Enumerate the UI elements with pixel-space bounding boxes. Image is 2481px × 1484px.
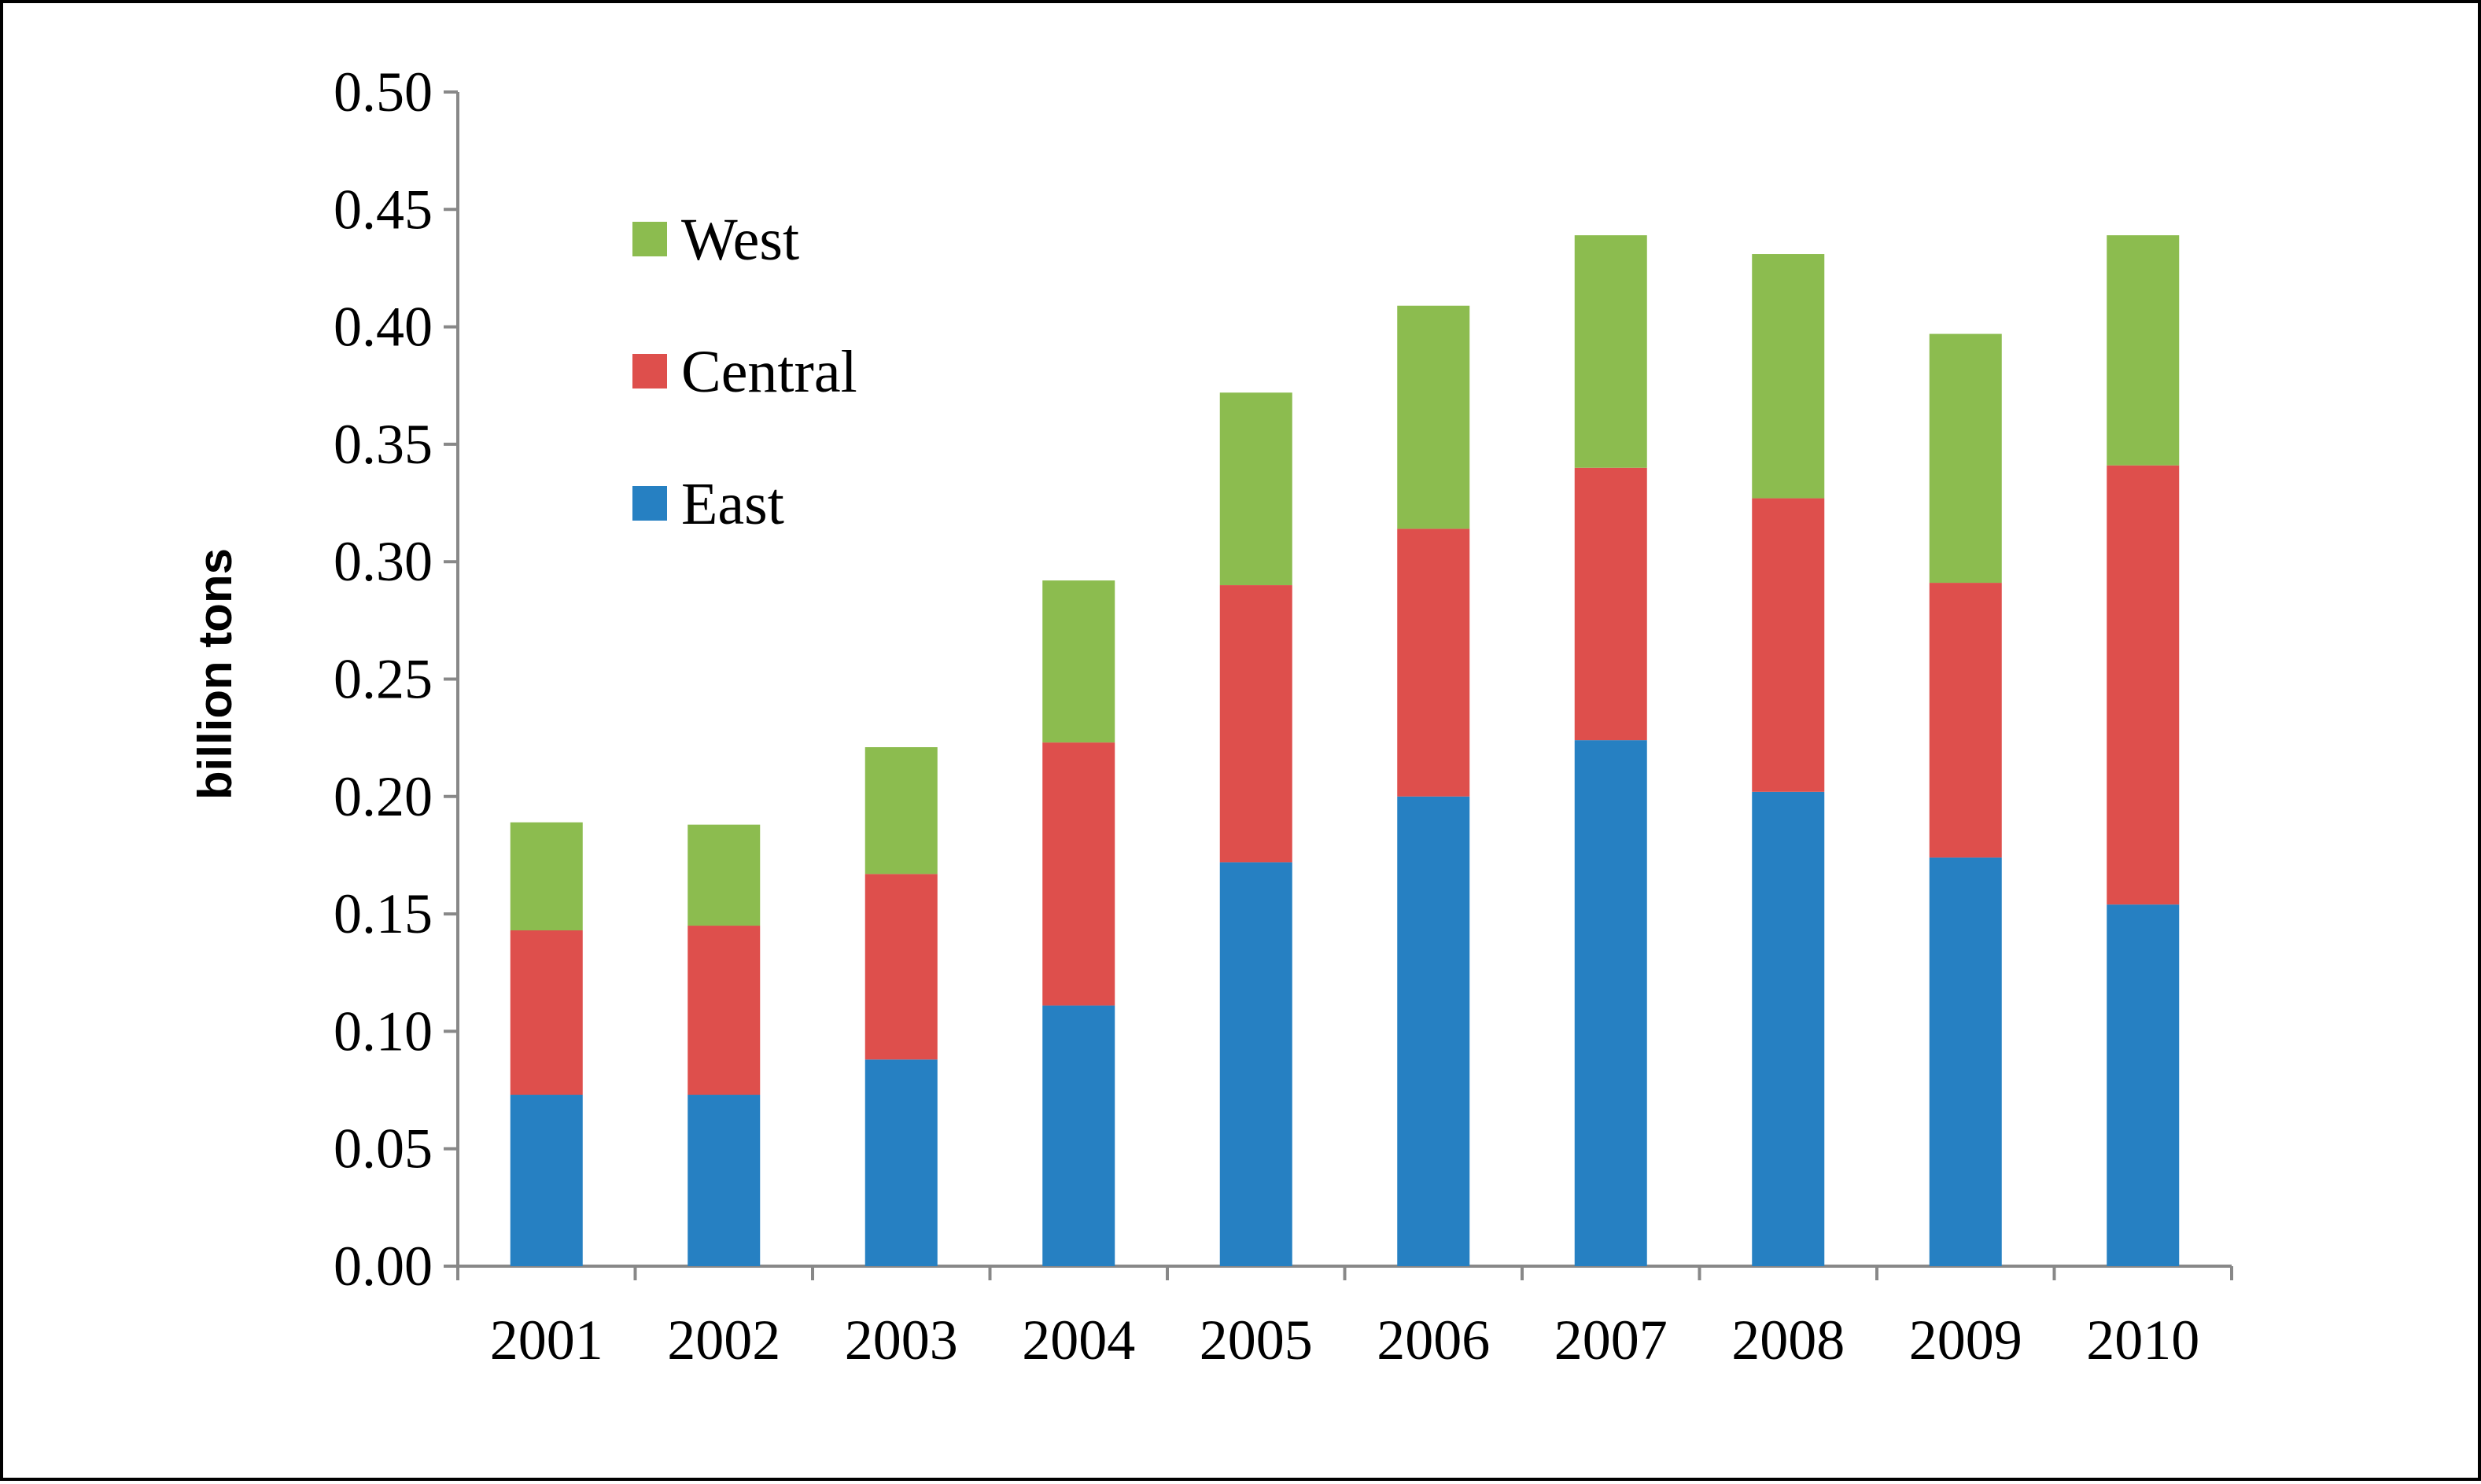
tick-labels: 0.00 0.05 0.10 0.15 0.20 0.25 0.30 0.35 0.40 0.45… bbox=[334, 61, 2199, 1372]
x-tick-label: 2003 bbox=[845, 1309, 958, 1372]
bar-west-2007 bbox=[1574, 235, 1647, 468]
x-tick-label: 2010 bbox=[2086, 1309, 2199, 1372]
y-tick-label: 0.00 bbox=[334, 1235, 433, 1298]
bar-east-2007 bbox=[1574, 740, 1647, 1266]
bar-central-2001 bbox=[510, 930, 583, 1096]
legend-label-west: West bbox=[681, 207, 799, 273]
y-tick-label: 0.45 bbox=[334, 178, 433, 241]
legend-swatch-west bbox=[632, 222, 667, 256]
y-tick-label: 0.10 bbox=[334, 1000, 433, 1062]
bar-east-2001 bbox=[510, 1095, 583, 1266]
y-tick-label: 0.25 bbox=[334, 648, 433, 711]
bar-west-2008 bbox=[1752, 254, 1825, 499]
y-tick-label: 0.30 bbox=[334, 530, 433, 593]
x-tick-label: 2006 bbox=[1377, 1309, 1490, 1372]
bar-west-2010 bbox=[2107, 235, 2180, 466]
bar-central-2008 bbox=[1752, 498, 1825, 792]
bar-west-2006 bbox=[1397, 305, 1470, 529]
x-tick-label: 2005 bbox=[1200, 1309, 1313, 1372]
bars bbox=[510, 235, 2180, 1266]
bar-central-2006 bbox=[1397, 528, 1470, 797]
bar-east-2010 bbox=[2107, 904, 2180, 1266]
legend-label-central: Central bbox=[681, 339, 857, 405]
bar-central-2005 bbox=[1219, 585, 1292, 863]
y-tick-label: 0.05 bbox=[334, 1118, 433, 1180]
legend: West Central East bbox=[632, 207, 857, 537]
bar-central-2002 bbox=[688, 926, 761, 1096]
bar-west-2004 bbox=[1042, 580, 1115, 743]
y-tick-label: 0.15 bbox=[334, 882, 433, 945]
bar-west-2001 bbox=[510, 822, 583, 931]
bar-east-2006 bbox=[1397, 796, 1470, 1266]
bar-central-2007 bbox=[1574, 467, 1647, 741]
bar-east-2009 bbox=[1929, 857, 2002, 1266]
bar-west-2002 bbox=[688, 824, 761, 926]
y-tick-label: 0.35 bbox=[334, 413, 433, 476]
legend-label-east: East bbox=[681, 471, 784, 537]
bar-east-2008 bbox=[1752, 791, 1825, 1266]
bar-west-2003 bbox=[864, 747, 938, 875]
bar-east-2003 bbox=[864, 1059, 938, 1266]
bar-central-2009 bbox=[1929, 583, 2002, 858]
bar-central-2004 bbox=[1042, 742, 1115, 1006]
bar-west-2005 bbox=[1219, 392, 1292, 586]
x-tick-label: 2008 bbox=[1731, 1309, 1845, 1372]
y-tick-label: 0.40 bbox=[334, 296, 433, 359]
bar-west-2009 bbox=[1929, 333, 2002, 584]
y-tick-label: 0.50 bbox=[334, 61, 433, 123]
bar-east-2004 bbox=[1042, 1005, 1115, 1266]
x-tick-label: 2004 bbox=[1022, 1309, 1135, 1372]
x-tick-label: 2002 bbox=[667, 1309, 780, 1372]
x-tick-label: 2009 bbox=[1909, 1309, 2022, 1372]
y-tick-label: 0.20 bbox=[334, 765, 433, 828]
bar-east-2002 bbox=[688, 1095, 761, 1266]
bar-central-2010 bbox=[2107, 465, 2180, 905]
bar-east-2005 bbox=[1219, 862, 1292, 1266]
x-tick-label: 2007 bbox=[1554, 1309, 1668, 1372]
stacked-bar-chart: 0.00 0.05 0.10 0.15 0.20 0.25 0.30 0.35 0.40 0.45… bbox=[189, 61, 2233, 1372]
x-tick-label: 2001 bbox=[490, 1309, 603, 1372]
bar-central-2003 bbox=[864, 874, 938, 1060]
y-axis-title: billion tons bbox=[189, 548, 241, 800]
legend-swatch-central bbox=[632, 354, 667, 388]
legend-swatch-east bbox=[632, 486, 667, 521]
